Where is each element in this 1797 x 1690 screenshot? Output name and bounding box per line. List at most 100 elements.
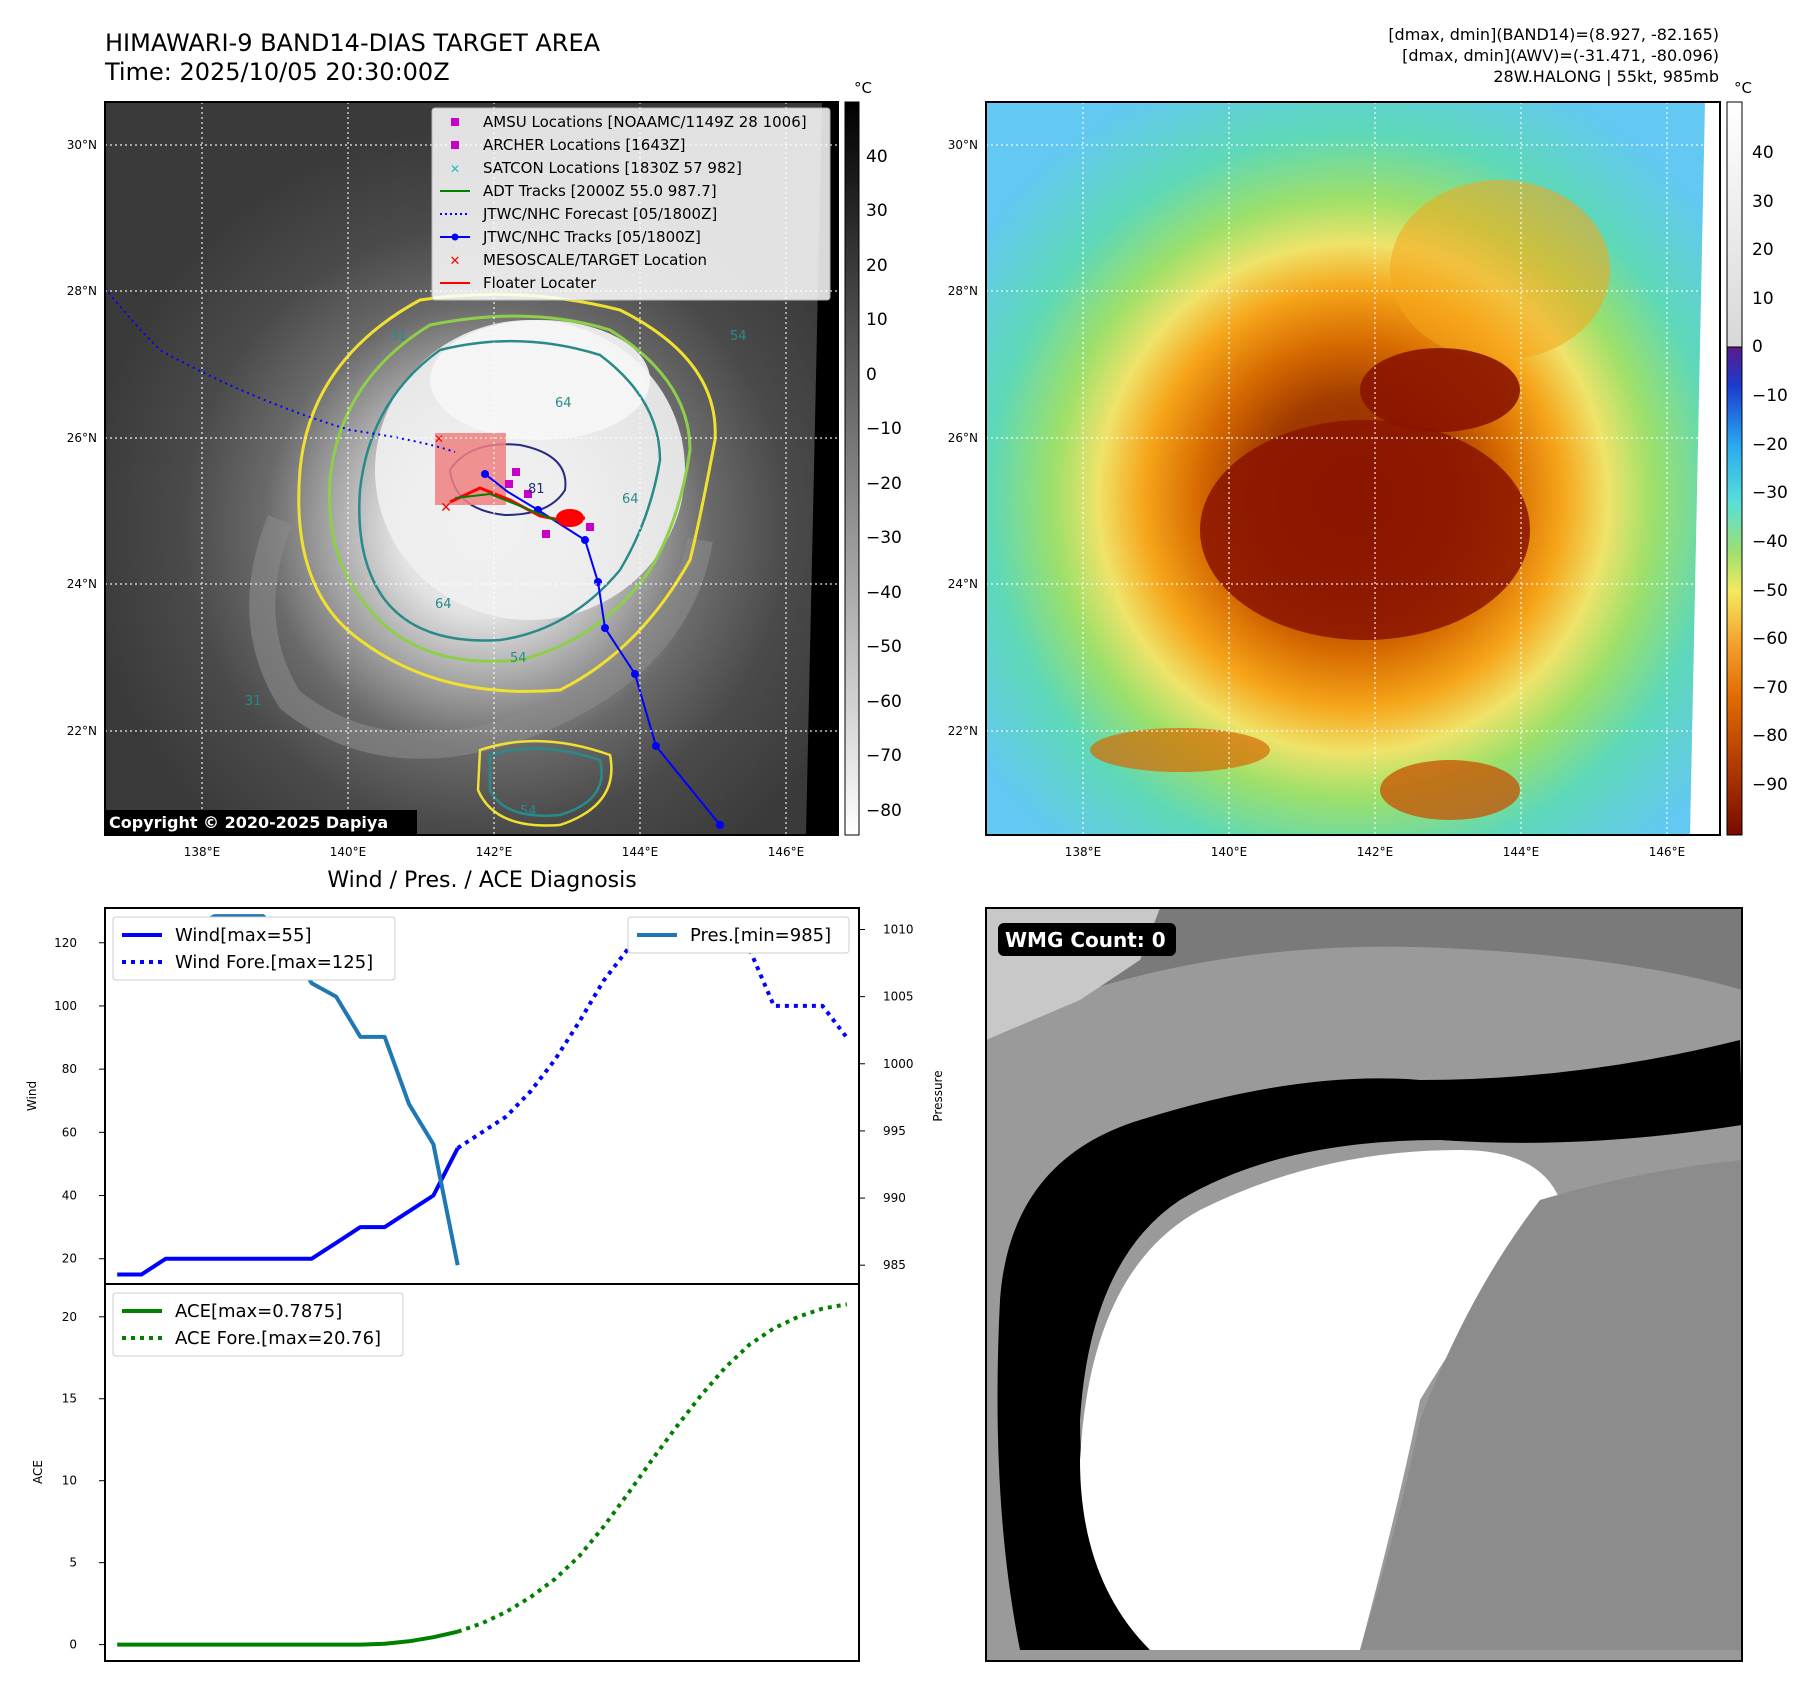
lat-label: 28°N: [67, 284, 97, 298]
figure-time: Time: 2025/10/05 20:30:00Z: [104, 58, 450, 86]
legend-label: JTWC/NHC Tracks [05/1800Z]: [482, 228, 701, 246]
stats-band14: [dmax, dmin](BAND14)=(8.927, -82.165): [1388, 25, 1719, 44]
legend-icon-archer: [451, 141, 459, 149]
y-tick-label: 120: [54, 936, 77, 950]
y-tick-label: 100: [54, 999, 77, 1013]
mesoscale-target-marker: ✕: [440, 500, 452, 516]
y2-tick-label: 1010: [883, 922, 914, 936]
contour-label: 31: [245, 694, 262, 709]
contour-label: 54: [510, 651, 527, 666]
svg-text:−70: −70: [1752, 678, 1788, 698]
svg-text:40: 40: [1752, 143, 1774, 163]
lon-label: 138°E: [184, 845, 221, 859]
svg-text:−50: −50: [866, 637, 902, 657]
pressure-legend-box: [627, 916, 850, 954]
wind-legend-box: [112, 916, 396, 981]
lat-label: 24°N: [948, 577, 978, 591]
color-gridlines: [986, 102, 1720, 835]
svg-text:−10: −10: [866, 419, 902, 439]
svg-text:−50: −50: [1752, 581, 1788, 601]
svg-text:−80: −80: [1752, 726, 1788, 746]
color-map-frame: [985, 101, 1721, 836]
cold-core-north: [1360, 348, 1520, 432]
mesoscale-target-marker-2: ✕: [434, 432, 444, 446]
wmg-panel: WMG Count: 0: [985, 907, 1743, 1662]
svg-text:30: 30: [866, 201, 888, 221]
legend-label: JTWC/NHC Forecast [05/1800Z]: [482, 205, 717, 223]
lon-label: 138°E: [1065, 845, 1102, 859]
series-line-0: [117, 1147, 460, 1277]
legend-label-wind: Wind[max=55]: [175, 925, 312, 946]
y-tick-label: 0: [69, 1638, 77, 1652]
svg-text:20: 20: [1752, 240, 1774, 260]
color-map-panel: 30°N 28°N 26°N 24°N 22°N 138°E 140°E 142…: [948, 79, 1788, 859]
contour-label: 64: [435, 597, 452, 612]
lon-label: 140°E: [1211, 845, 1248, 859]
legend-label: MESOSCALE/TARGET Location: [483, 251, 707, 269]
amsu-archer-markers: [505, 468, 594, 538]
lat-label: 26°N: [948, 431, 978, 445]
color-colorbar-unit: °C: [1734, 79, 1752, 97]
y2-tick-label: 990: [883, 1191, 906, 1205]
y2-tick-label: 985: [883, 1258, 906, 1272]
gray-colorbar-unit: °C: [854, 79, 872, 97]
legend-label: AMSU Locations [NOAAMC/1149Z 28 1006]: [483, 113, 807, 131]
y-tick-label: 15: [62, 1392, 77, 1406]
southern-convection: [1380, 760, 1520, 820]
svg-text:−30: −30: [866, 528, 902, 548]
contour-green: [328, 314, 692, 663]
y-tick-label: 20: [62, 1310, 77, 1324]
wmg-count-badge: [998, 923, 1176, 956]
wind-axis-label: Wind: [25, 1081, 39, 1111]
wind-pressure-chart: 20 40 60 80 100 120 985 990 995 1000 1005 1010 Wind…: [25, 907, 945, 1285]
y-tick-label: 5: [69, 1556, 77, 1570]
ir-map-frame: [104, 101, 839, 836]
wmg-count-text: WMG Count: 0: [1005, 928, 1166, 952]
svg-text:40: 40: [866, 147, 888, 167]
wmg-white-eye: [1080, 1150, 1560, 1650]
lat-label: 26°N: [67, 431, 97, 445]
lon-label: 142°E: [1357, 845, 1394, 859]
legend-label: ADT Tracks [2000Z 55.0 987.7]: [483, 182, 717, 200]
legend-icon-amsu: [451, 118, 459, 126]
eastern-convection: [1390, 180, 1610, 360]
svg-text:10: 10: [1752, 289, 1774, 309]
outer-rainband: [249, 515, 713, 759]
legend-icon-tracks-dot: [451, 233, 459, 241]
color-colorbar-lower: [1726, 346, 1743, 836]
southwest-band: [1090, 728, 1270, 772]
no-data-edge-color: [1690, 102, 1720, 835]
wmg-black-arc: [997, 1040, 1742, 1650]
svg-text:0: 0: [1752, 337, 1763, 357]
lat-label: 22°N: [948, 724, 978, 738]
svg-text:30: 30: [1752, 192, 1774, 212]
ace-legend-box: [112, 1292, 404, 1357]
legend-icon-satcon: ✕: [450, 162, 460, 176]
contour-teal: [358, 339, 662, 642]
diagnosis-title: Wind / Pres. / ACE Diagnosis: [327, 868, 636, 893]
legend-label-ace-fore: ACE Fore.[max=20.76]: [175, 1328, 381, 1349]
lat-label: 30°N: [67, 138, 97, 152]
legend-label: Floater Locater: [483, 274, 597, 292]
cold-core-center: [1200, 420, 1530, 640]
ir-map-panel: ✕ ✕ 64 64 54 64 54 31 81 31 54: [67, 79, 902, 859]
ace-axis-label: ACE: [31, 1460, 45, 1484]
y-tick-label: 20: [62, 1252, 77, 1266]
lat-label: 28°N: [948, 284, 978, 298]
copyright-badge: [105, 810, 417, 835]
color-colorbar-upper: [1726, 101, 1743, 348]
legend-label-wind-fore: Wind Fore.[max=125]: [175, 952, 373, 973]
wmg-frame: [985, 907, 1743, 1662]
lat-label: 22°N: [67, 724, 97, 738]
ace-chart: 0 5 10 15 20 ACE ACE[max=0.7875] ACE Fore.[m…: [31, 1283, 860, 1662]
svg-text:−20: −20: [866, 474, 902, 494]
svg-text:−90: −90: [1752, 775, 1788, 795]
contour-label: 81: [528, 482, 545, 497]
contour-label: 64: [555, 396, 572, 411]
y2-tick-label: 1000: [883, 1057, 914, 1071]
svg-text:−30: −30: [1752, 483, 1788, 503]
lon-label: 142°E: [476, 845, 513, 859]
lat-label: 24°N: [67, 577, 97, 591]
stats-awv: [dmax, dmin](AWV)=(-31.471, -80.096): [1402, 46, 1719, 65]
